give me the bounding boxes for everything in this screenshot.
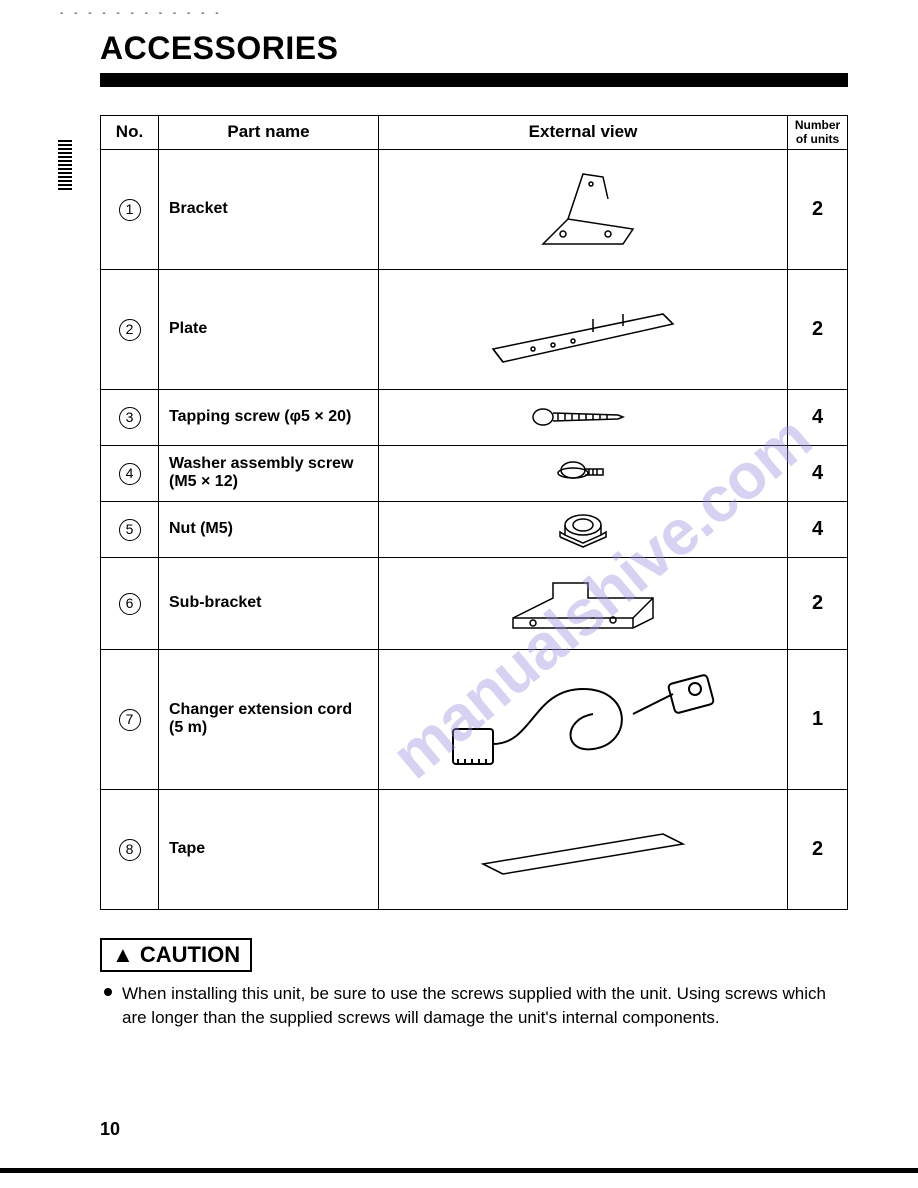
page-title: ACCESSORIES — [100, 30, 848, 67]
table-row: 1Bracket 2 — [101, 149, 848, 269]
units-count: 2 — [788, 149, 848, 269]
header-no: No. — [101, 116, 159, 150]
parts-table: No. Part name External view Number of un… — [100, 115, 848, 910]
caution-label: ▲ CAUTION — [100, 938, 252, 972]
part-name: Tape — [159, 789, 379, 909]
part-name: Bracket — [159, 149, 379, 269]
units-count: 2 — [788, 269, 848, 389]
row-number: 7 — [101, 649, 159, 789]
external-view — [379, 789, 788, 909]
external-view — [379, 445, 788, 501]
part-name: Nut (M5) — [159, 501, 379, 557]
header-units: Number of units — [788, 116, 848, 150]
table-row: 4Washer assembly screw (M5 × 12)4 — [101, 445, 848, 501]
row-number: 2 — [101, 269, 159, 389]
units-count: 4 — [788, 501, 848, 557]
row-number: 5 — [101, 501, 159, 557]
side-barcode — [58, 140, 72, 190]
part-name: Changer extension cord (5 m) — [159, 649, 379, 789]
part-name: Sub-bracket — [159, 557, 379, 649]
external-view — [379, 557, 788, 649]
row-number: 3 — [101, 389, 159, 445]
bottom-edge — [0, 1168, 918, 1173]
part-name: Washer assembly screw (M5 × 12) — [159, 445, 379, 501]
row-number: 6 — [101, 557, 159, 649]
units-count: 1 — [788, 649, 848, 789]
page-number: 10 — [100, 1119, 120, 1140]
row-number: 4 — [101, 445, 159, 501]
table-row: 2Plate2 — [101, 269, 848, 389]
units-count: 4 — [788, 389, 848, 445]
caution-body: When installing this unit, be sure to us… — [122, 984, 826, 1027]
title-bar — [100, 73, 848, 87]
header-part-name: Part name — [159, 116, 379, 150]
caution-text: When installing this unit, be sure to us… — [100, 982, 848, 1030]
bullet-icon — [104, 988, 112, 996]
table-row: 6Sub-bracket 2 — [101, 557, 848, 649]
external-view — [379, 269, 788, 389]
part-name: Tapping screw (φ5 × 20) — [159, 389, 379, 445]
external-view — [379, 501, 788, 557]
table-row: 7Changer extension cord (5 m) 1 — [101, 649, 848, 789]
row-number: 8 — [101, 789, 159, 909]
part-name: Plate — [159, 269, 379, 389]
units-count: 2 — [788, 789, 848, 909]
table-row: 3Tapping screw (φ5 × 20) 4 — [101, 389, 848, 445]
top-dashes: - - - - - - - - - - - - — [60, 8, 223, 19]
row-number: 1 — [101, 149, 159, 269]
external-view — [379, 149, 788, 269]
external-view — [379, 649, 788, 789]
table-row: 8Tape 2 — [101, 789, 848, 909]
table-row: 5Nut (M5) 4 — [101, 501, 848, 557]
units-count: 2 — [788, 557, 848, 649]
units-count: 4 — [788, 445, 848, 501]
header-external-view: External view — [379, 116, 788, 150]
external-view — [379, 389, 788, 445]
